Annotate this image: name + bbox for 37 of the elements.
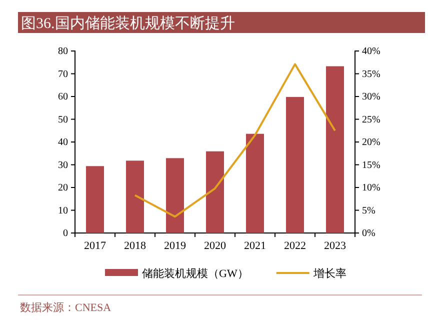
bar	[166, 158, 184, 233]
y-tick-label: 40	[58, 137, 68, 148]
y2-tick-label: 20%	[362, 137, 380, 148]
bar	[326, 66, 344, 233]
chart-title: 图36.国内储能装机规模不断提升	[21, 15, 235, 32]
bar	[86, 166, 104, 233]
y2-tick-label: 30%	[362, 92, 380, 103]
y2-tick-label: 5%	[362, 205, 376, 216]
legend-label: 储能装机规模（GW）	[142, 267, 248, 280]
x-tick-label: 2017	[84, 240, 106, 252]
y-tick-label: 30	[58, 160, 68, 171]
bar	[126, 160, 144, 233]
y-tick-label: 20	[58, 182, 68, 194]
y2-tick-label: 35%	[362, 68, 380, 80]
y2-tick-label: 25%	[362, 114, 380, 126]
x-tick-label: 2023	[324, 240, 346, 252]
y-tick-label: 70	[58, 68, 68, 80]
x-tick-label: 2018	[124, 240, 146, 252]
y2-tick-label: 10%	[362, 182, 380, 194]
x-tick-label: 2019	[164, 240, 186, 252]
y-tick-label: 0	[63, 228, 68, 240]
x-tick-label: 2022	[284, 240, 306, 252]
y-tick-label: 10	[58, 205, 68, 216]
legend-label: 增长率	[312, 267, 346, 280]
source-note: 数据来源：CNESA	[20, 301, 112, 314]
y-tick-label: 50	[58, 114, 68, 126]
y-tick-label: 60	[58, 92, 68, 103]
y2-tick-label: 0%	[362, 228, 376, 240]
y2-tick-label: 15%	[362, 160, 380, 171]
y-tick-label: 80	[58, 46, 68, 58]
x-tick-label: 2020	[204, 240, 226, 252]
bar	[286, 96, 304, 233]
line-series	[134, 63, 336, 218]
bar	[246, 134, 264, 233]
y2-tick-label: 40%	[362, 46, 380, 58]
bar	[206, 151, 224, 233]
x-tick-label: 2021	[244, 240, 266, 252]
